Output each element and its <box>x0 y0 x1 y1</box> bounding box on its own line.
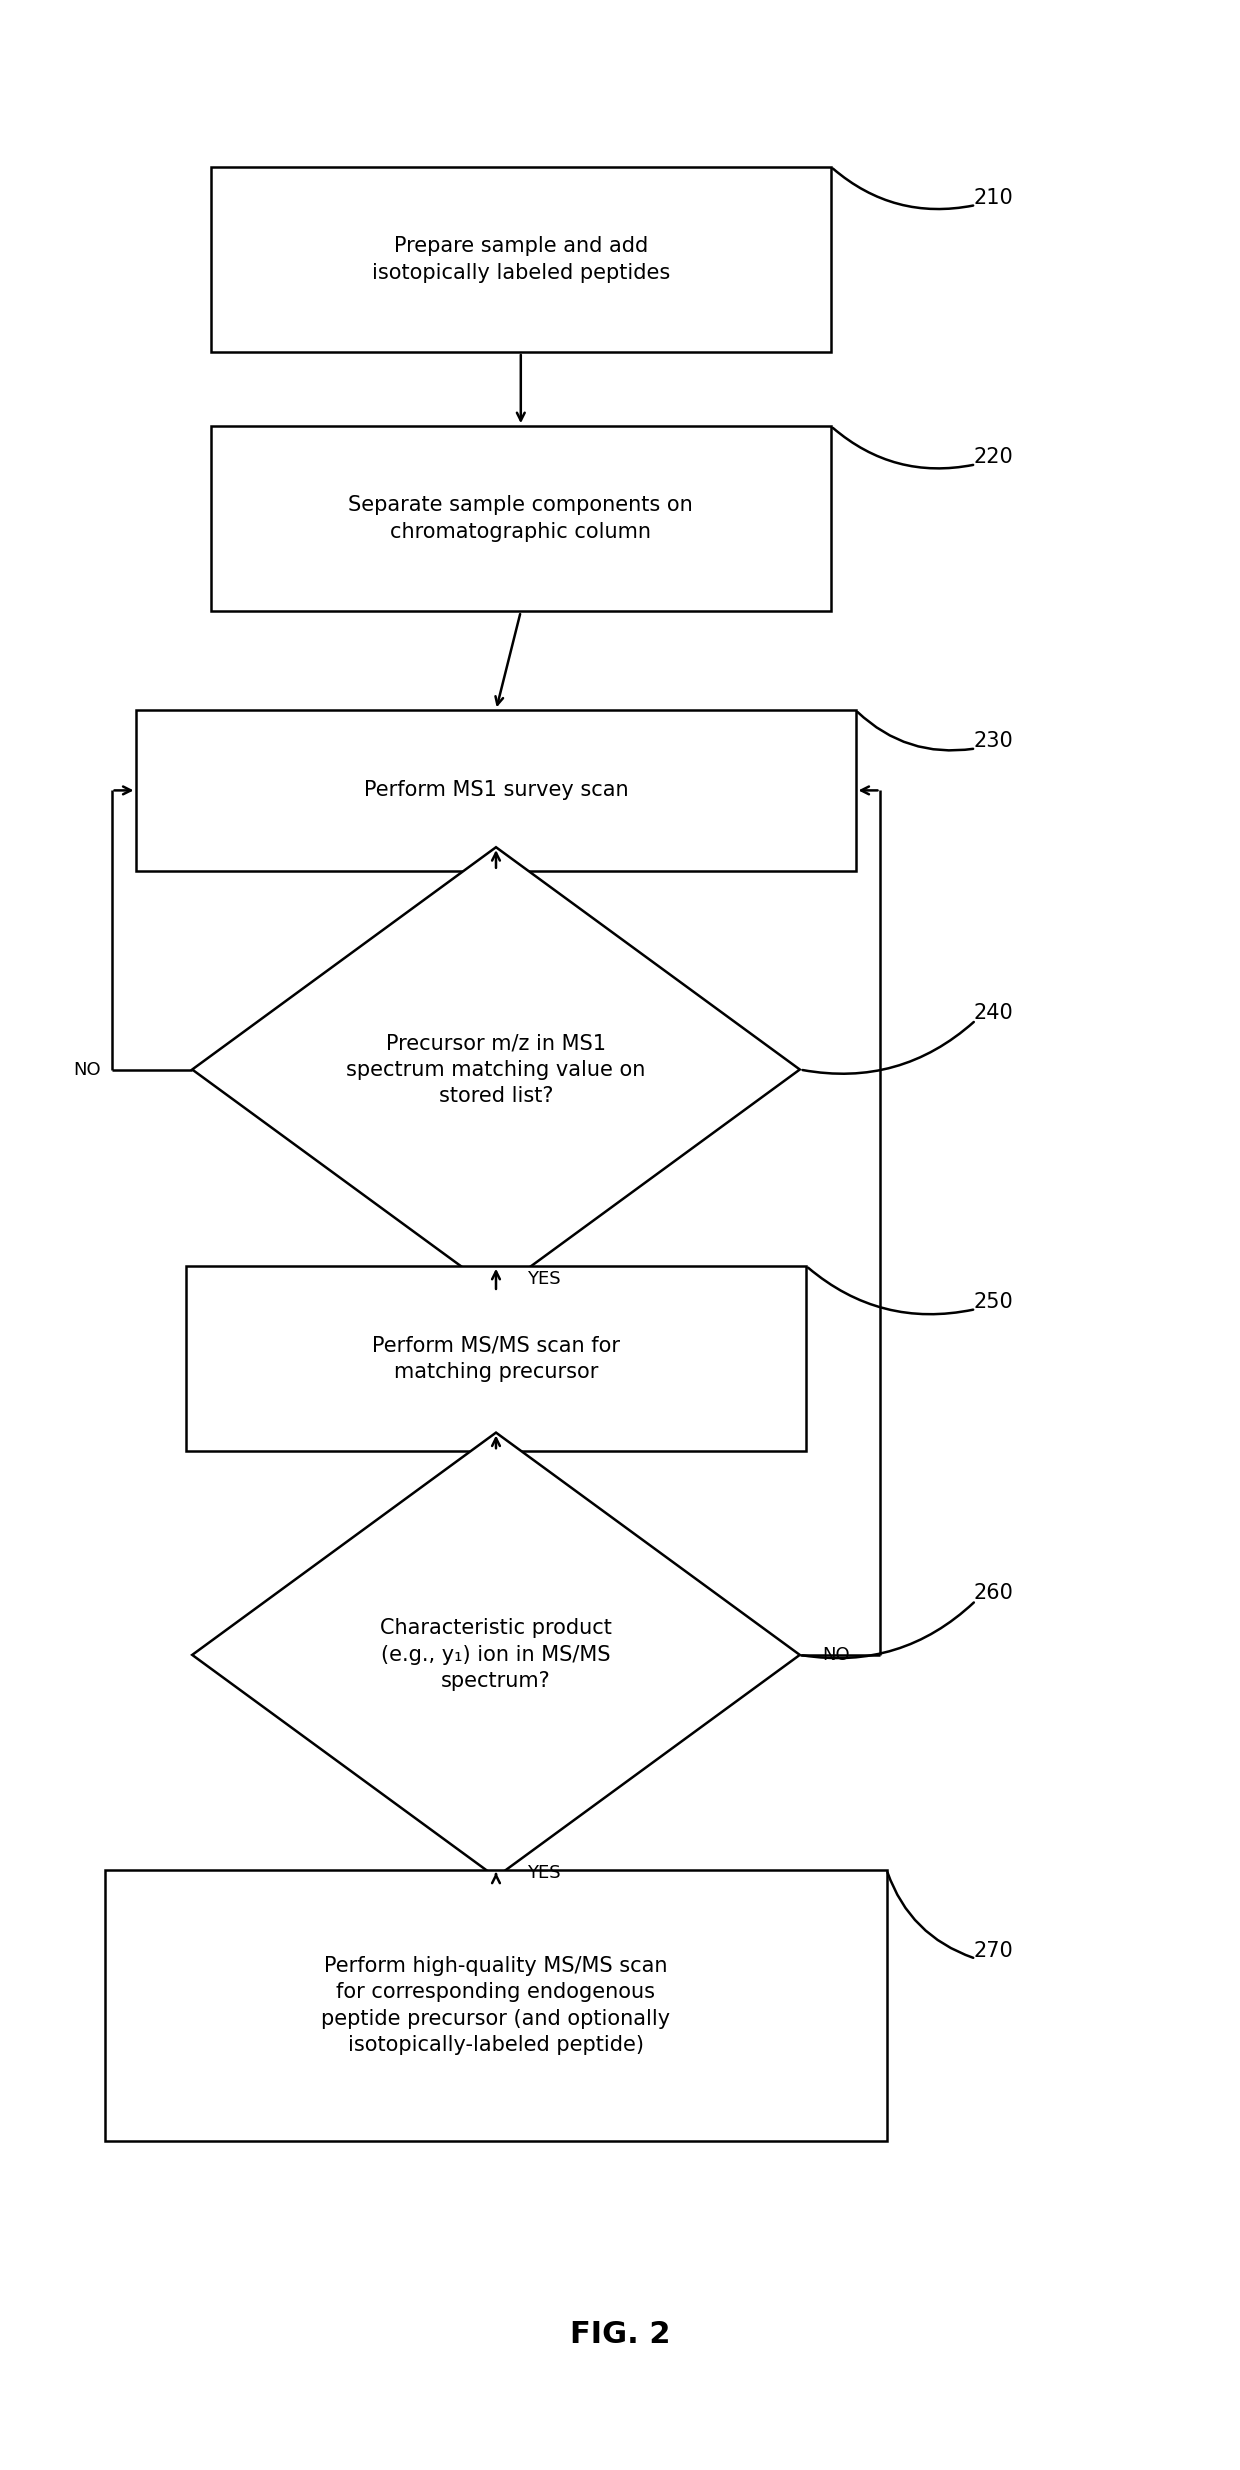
Text: 220: 220 <box>973 447 1013 467</box>
Text: 270: 270 <box>973 1941 1013 1961</box>
Polygon shape <box>192 1433 800 1877</box>
Text: NO: NO <box>73 1060 100 1079</box>
Text: YES: YES <box>527 1270 560 1287</box>
Text: Prepare sample and add
isotopically labeled peptides: Prepare sample and add isotopically labe… <box>372 237 670 282</box>
Text: Perform MS1 survey scan: Perform MS1 survey scan <box>363 781 629 800</box>
Text: 250: 250 <box>973 1292 1013 1312</box>
Text: FIG. 2: FIG. 2 <box>569 2319 671 2349</box>
FancyBboxPatch shape <box>136 711 856 869</box>
Text: 210: 210 <box>973 188 1013 207</box>
FancyBboxPatch shape <box>186 1265 806 1450</box>
Text: 230: 230 <box>973 731 1013 751</box>
Text: YES: YES <box>527 1865 560 1882</box>
Text: NO: NO <box>822 1645 849 1665</box>
Polygon shape <box>192 847 800 1292</box>
Text: 260: 260 <box>973 1583 1013 1603</box>
FancyBboxPatch shape <box>211 427 831 610</box>
FancyBboxPatch shape <box>105 1870 887 2141</box>
Text: Precursor m/z in MS1
spectrum matching value on
stored list?: Precursor m/z in MS1 spectrum matching v… <box>346 1032 646 1107</box>
Text: Separate sample components on
chromatographic column: Separate sample components on chromatogr… <box>348 496 693 541</box>
Text: Perform high-quality MS/MS scan
for corresponding endogenous
peptide precursor (: Perform high-quality MS/MS scan for corr… <box>321 1956 671 2055</box>
Text: 240: 240 <box>973 1003 1013 1023</box>
Text: Characteristic product
(e.g., y₁) ion in MS/MS
spectrum?: Characteristic product (e.g., y₁) ion in… <box>381 1618 611 1692</box>
Text: Perform MS/MS scan for
matching precursor: Perform MS/MS scan for matching precurso… <box>372 1336 620 1381</box>
FancyBboxPatch shape <box>211 168 831 351</box>
